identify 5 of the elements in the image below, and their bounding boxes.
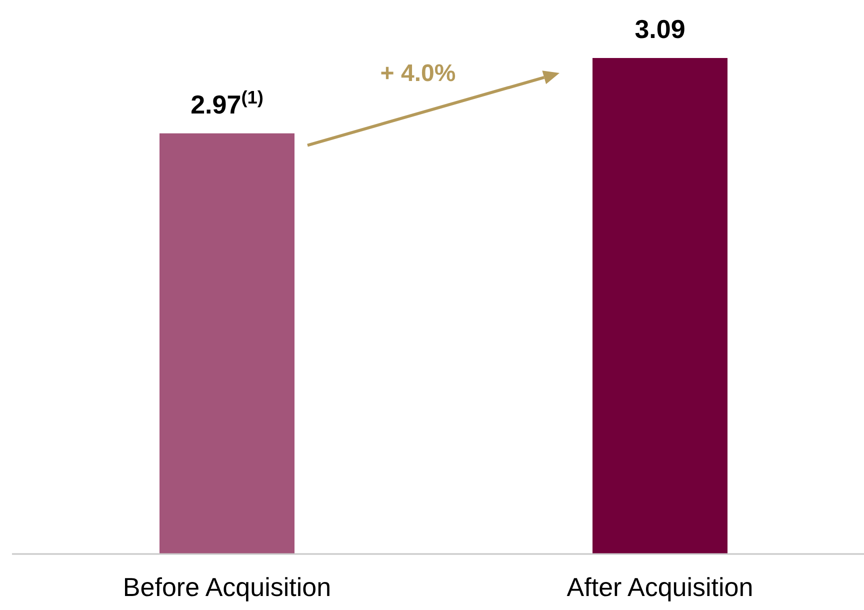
- data-label: 3.09: [634, 14, 686, 44]
- x-tick-label: Before Acquisition: [122, 572, 332, 602]
- x-tick-label: After Acquisition: [566, 572, 754, 602]
- data-label: 2.97$^{(1)}$: [190, 87, 264, 120]
- annotation: + 4.0%: [380, 60, 456, 87]
